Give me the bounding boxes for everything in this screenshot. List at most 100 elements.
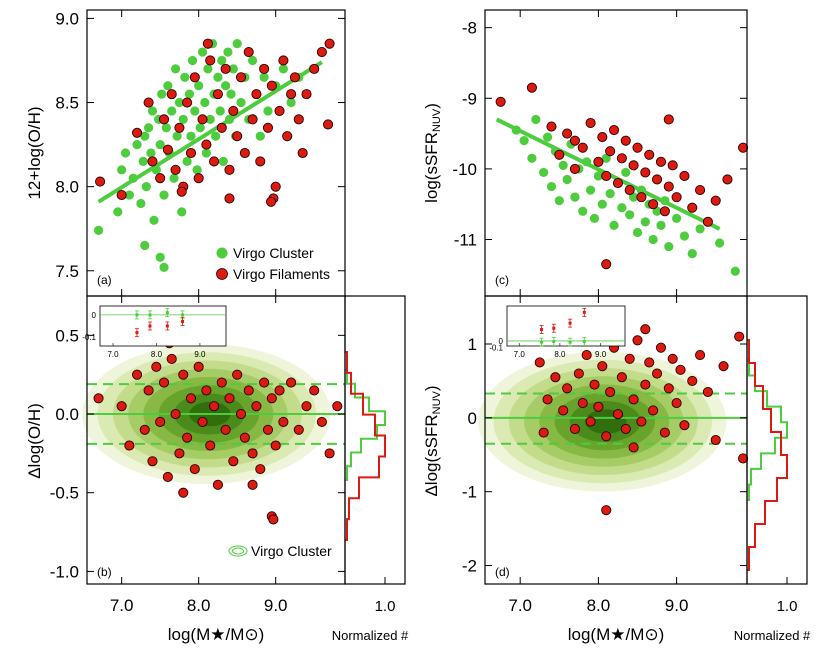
filament-point [663, 114, 674, 125]
filament-point [274, 385, 285, 396]
cluster-point [259, 72, 269, 82]
filament-point [301, 401, 312, 412]
filament-point [671, 398, 682, 409]
filament-point [648, 405, 659, 416]
panel-b-inset-xtick-label: 7.0 [107, 350, 119, 359]
filament-point [655, 342, 667, 353]
filament-point [702, 216, 713, 227]
right-hist-tick: 1.0 [777, 598, 798, 615]
cluster-point [589, 213, 600, 223]
panel-d-inset-point [540, 327, 544, 331]
filament-point [679, 420, 690, 431]
panel-a-ytick-label: 8.0 [55, 178, 79, 197]
filament-point [189, 464, 200, 475]
filament-point [316, 416, 327, 427]
panel-d-inset-ytick-label: 0 [499, 337, 504, 346]
filament-point [201, 385, 212, 396]
filament-point [581, 350, 592, 361]
cluster-point [213, 72, 223, 82]
cluster-point [144, 123, 154, 133]
left-xtick-label: 7.0 [110, 596, 134, 615]
cluster-point [159, 190, 169, 200]
cluster-point [184, 89, 195, 99]
cluster-point [136, 198, 146, 209]
panel-d-inset-ytick-label: -0.1 [489, 343, 503, 352]
filament-point [297, 147, 308, 159]
filament-point [209, 401, 220, 412]
panel-d-inset: 7.0 8.0 9.0 0-0.1 [489, 305, 626, 359]
cluster-point [554, 196, 564, 206]
filament-point [232, 131, 243, 142]
filament-point [624, 185, 635, 196]
panel-b-ylabel: Δlog(O/H) [25, 403, 44, 479]
filament-point [178, 487, 189, 498]
panel-d-ytick-label: -2 [462, 557, 477, 576]
filament-point [675, 364, 686, 375]
filament-point [251, 401, 262, 412]
filament-point [270, 181, 281, 192]
filament-point [270, 440, 281, 451]
cluster-point [695, 224, 705, 234]
filament-point [151, 361, 162, 372]
filament-point [178, 369, 189, 380]
legend-contour-marker [228, 545, 248, 557]
filament-point [158, 377, 170, 388]
filament-point [495, 96, 506, 107]
cluster-point [687, 249, 697, 259]
filament-point [216, 122, 227, 133]
cluster-point [605, 189, 615, 199]
filament-point [155, 173, 166, 184]
panel-b-inset-ytick-label: -0.1 [82, 333, 96, 342]
cluster-point [140, 240, 150, 251]
cluster-point [570, 192, 580, 202]
filament-point [562, 383, 573, 394]
filament-point [644, 357, 655, 368]
cluster-point [226, 89, 236, 99]
filament-point [166, 353, 177, 365]
panel-d: -2-101 (d) Δlog(sSFRNUV) 7.0 8.0 9.00-0.1 [422, 295, 749, 585]
cluster-point [593, 171, 604, 181]
cluster-point [546, 181, 557, 192]
filament-point [710, 195, 721, 206]
filament-point [205, 440, 216, 451]
filament-point [166, 89, 177, 100]
cluster-point [120, 148, 131, 158]
cluster-point [167, 106, 177, 116]
filament-point [601, 505, 612, 516]
panel-d-inset-point [552, 340, 556, 344]
panel-d-inset-point [552, 326, 556, 330]
filament-point [212, 89, 223, 100]
cluster-point [192, 165, 202, 175]
cluster-point [278, 64, 288, 74]
panel-a: 7.5 8.0 8.5 9.0 (a) Virgo Cluster Virgo Fil… [25, 9, 346, 297]
cluster-point [621, 167, 631, 178]
panel-d-inset-xtick-label: 8.0 [554, 350, 566, 359]
filament-point [601, 431, 612, 442]
cluster-point [169, 173, 179, 183]
cluster-point [170, 64, 181, 74]
filament-point [593, 401, 604, 412]
filament-point [259, 63, 270, 74]
cluster-point [562, 174, 572, 185]
filament-point [228, 456, 239, 467]
filament-point [201, 139, 212, 150]
cluster-point [159, 262, 169, 272]
left-hist-tick: 1.0 [375, 598, 396, 615]
panel-c-ytick-label: -8 [462, 19, 477, 38]
cluster-point [625, 210, 635, 220]
filament-point [652, 368, 663, 379]
filament-point [289, 72, 300, 83]
panel-d-inset-xtick-label: 9.0 [595, 350, 607, 359]
filament-point [702, 386, 713, 398]
filament-point [644, 149, 655, 160]
panel-b-ytick-label: 0.5 [55, 326, 79, 345]
legend-contour-label: Virgo Cluster [251, 543, 332, 559]
right-xtick-label: 9.0 [665, 596, 689, 615]
panel-d-inset-xtick-label: 7.0 [514, 350, 526, 359]
filament-point [220, 424, 231, 435]
cluster-point [149, 215, 159, 225]
filament-point [332, 401, 343, 412]
cluster-point [640, 217, 650, 227]
cluster-point [194, 81, 204, 91]
